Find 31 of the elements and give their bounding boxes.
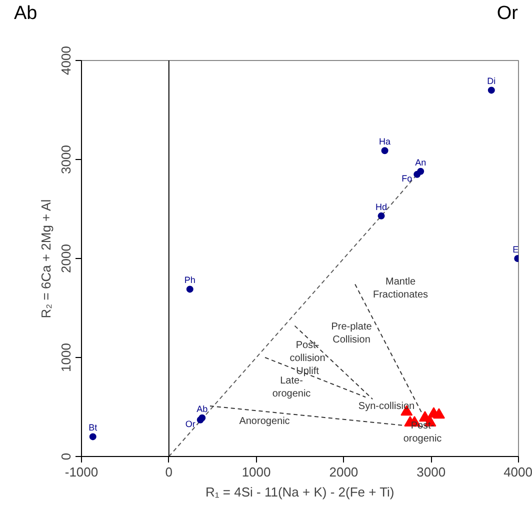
annotation: Syn-collision	[358, 401, 415, 412]
annotation: Late- orogenic	[272, 375, 311, 400]
series-label: Ab	[196, 404, 208, 414]
annotation: Pre-plate Collision	[331, 321, 372, 346]
x-tick-label: 2000	[329, 464, 358, 480]
y-tick-label: 1000	[58, 343, 74, 372]
series-label: Ha	[379, 136, 391, 147]
y-axis-title: R₂ = 6Ca + 2Mg + Al	[38, 199, 54, 318]
x-tick-label: 0	[165, 464, 173, 480]
y-tick-label: 3000	[58, 145, 74, 174]
series-label: Ph	[184, 275, 196, 286]
series-label: Di	[487, 76, 496, 86]
series-label: An	[415, 157, 426, 168]
y-tick-label: 2000	[58, 244, 74, 273]
series-label: Bt	[88, 422, 98, 433]
text: Or	[496, 2, 518, 26]
text: Ab	[14, 2, 38, 26]
y-tick-label: 4000	[58, 46, 74, 75]
series-label: Hd	[376, 202, 388, 212]
y-tick-label: 0	[58, 452, 74, 460]
annotation: Anorogenic	[239, 416, 290, 427]
series-label: Or	[185, 418, 196, 429]
x-tick-label: 1000	[242, 464, 271, 480]
x-axis-title: R₁ = 4Si - 11(Na + K) - 2(Fe + Ti)	[206, 484, 394, 500]
annotation: Post- collision Uplift	[290, 340, 326, 378]
x-tick-label: 4000	[504, 464, 532, 480]
x-tick-label: -1000	[64, 464, 98, 480]
x-tick-label: 3000	[416, 464, 446, 480]
series-label: E	[512, 244, 519, 254]
series-label: Fo	[402, 173, 412, 184]
annotation: Mantle Fractionates	[372, 276, 428, 301]
